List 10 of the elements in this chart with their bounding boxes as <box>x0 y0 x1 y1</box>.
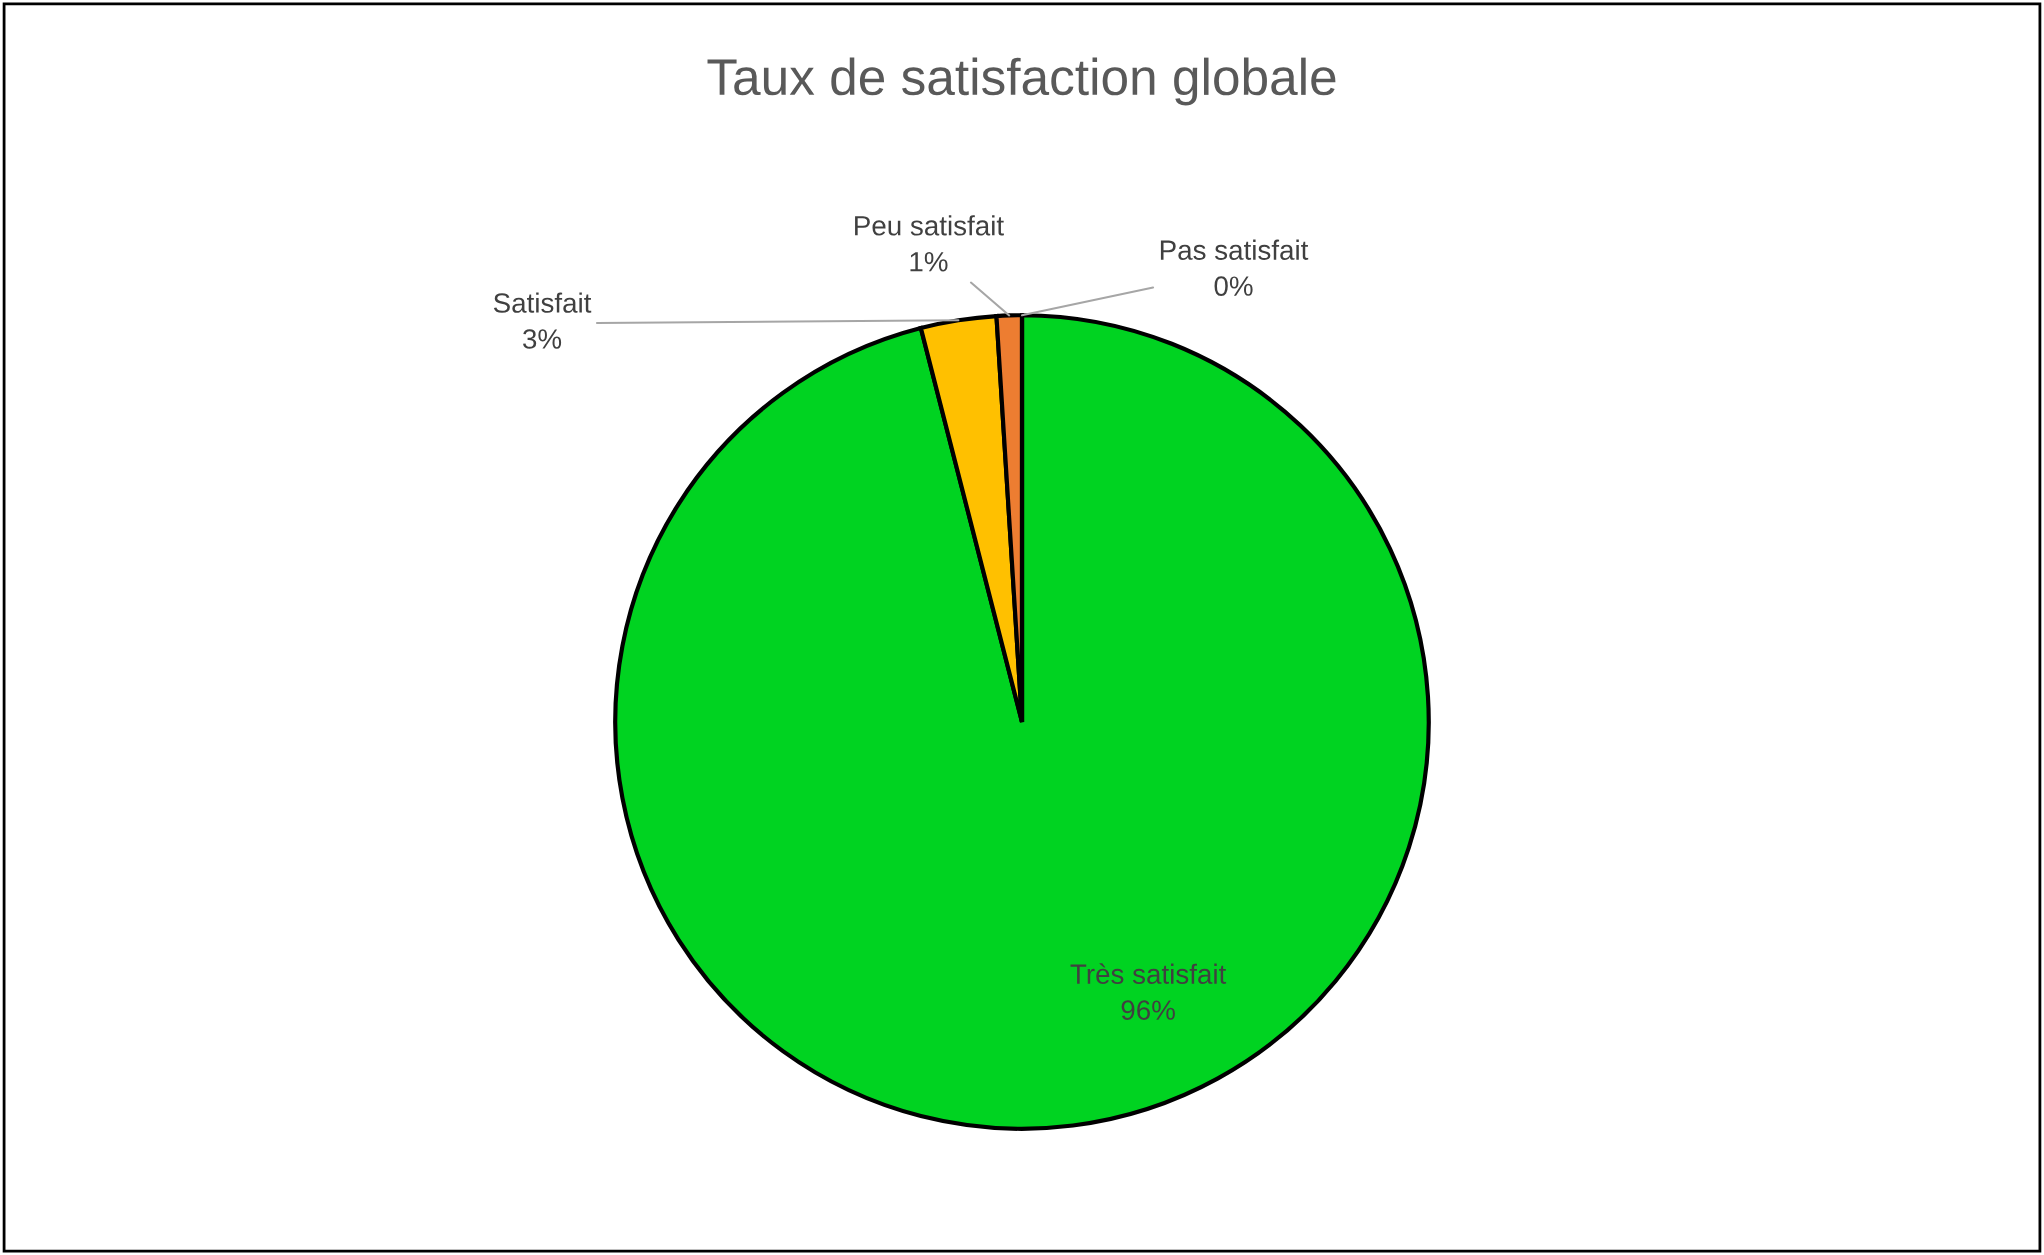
chart-title: Taux de satisfaction globale <box>707 57 1336 106</box>
slice-label: Peu satisfait <box>855 215 1004 236</box>
pie-slice <box>613 313 1431 1131</box>
text: 0% <box>1214 276 1253 296</box>
slice-label: Très satisfait <box>1070 963 1227 985</box>
category-label: Pas satisfait <box>1160 239 1309 260</box>
data-label: 1% <box>910 251 948 272</box>
data-label: 3% <box>523 329 562 349</box>
data-label: 96% <box>1121 1000 1175 1020</box>
slice-label: Satisfait <box>493 292 592 313</box>
